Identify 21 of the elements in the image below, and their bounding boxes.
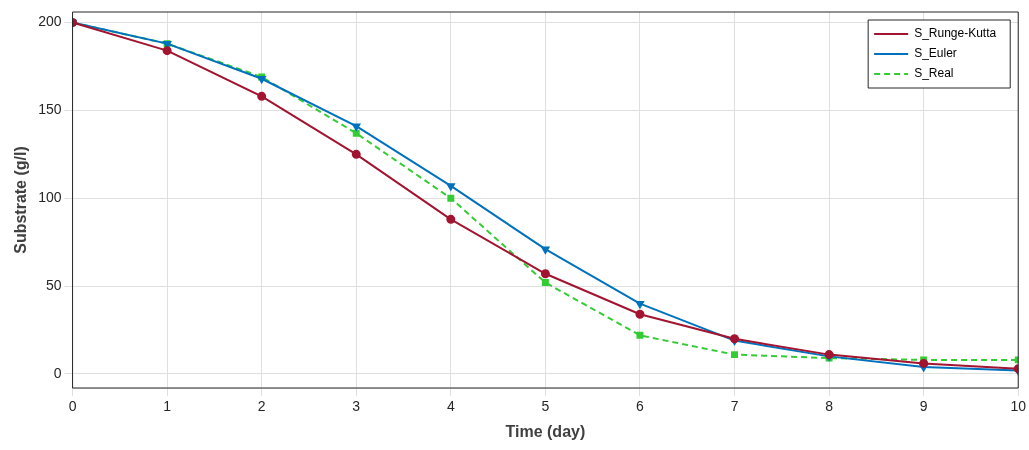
legend-label: S_Runge-Kutta [914,26,997,41]
y-tick-label: 150 [38,101,62,118]
y-tick-label: 50 [45,276,62,293]
x-tick-label: 10 [1010,398,1027,415]
x-tick-label: 9 [919,398,928,415]
legend-label: S_Real [914,66,954,81]
x-tick-label: 1 [163,398,172,415]
y-axis-title: Substrate (g/l) [12,146,30,254]
legend-label: S_Euler [914,46,957,61]
x-tick-label: 7 [730,398,739,415]
y-tick-label: 200 [38,13,62,30]
x-tick-label: 2 [257,398,266,415]
x-tick-label: 3 [352,398,361,415]
x-tick-label: 8 [825,398,834,415]
x-tick-label: 0 [68,398,77,415]
x-tick-label: 4 [446,398,455,415]
x-tick-label: 6 [636,398,645,415]
y-tick-label: 0 [53,364,62,381]
y-tick-label: 100 [38,189,62,206]
x-axis-title: Time (day) [505,422,586,440]
x-tick-label: 5 [541,398,550,415]
